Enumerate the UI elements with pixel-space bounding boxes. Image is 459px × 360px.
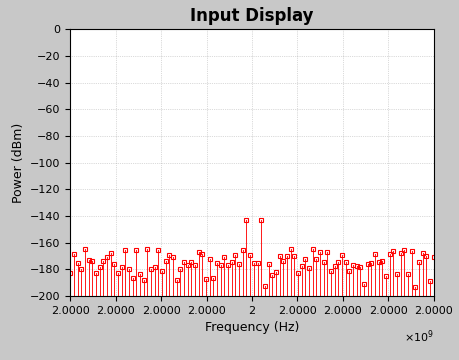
X-axis label: Frequency (Hz): Frequency (Hz) bbox=[204, 321, 298, 334]
Title: Input Display: Input Display bbox=[190, 7, 313, 25]
Y-axis label: Power (dBm): Power (dBm) bbox=[11, 122, 24, 203]
Text: $\times10^9$: $\times10^9$ bbox=[403, 328, 433, 345]
